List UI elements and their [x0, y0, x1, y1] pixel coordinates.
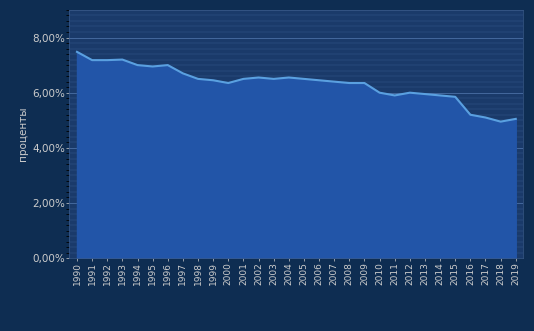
Y-axis label: проценты: проценты	[18, 107, 28, 161]
